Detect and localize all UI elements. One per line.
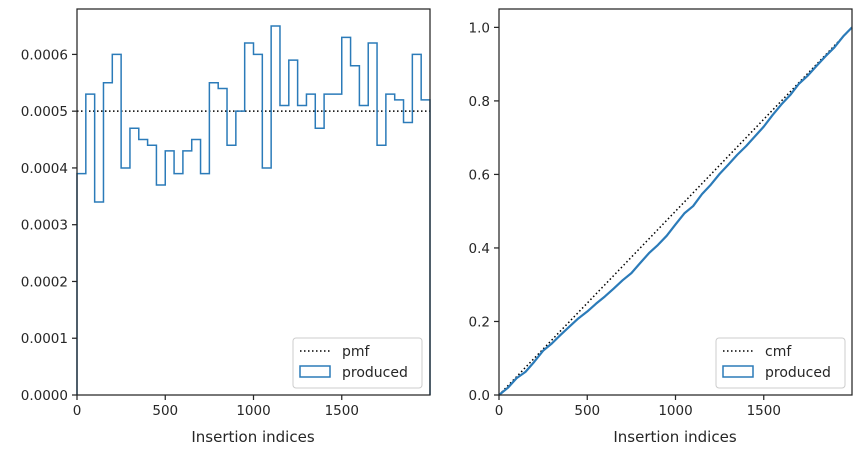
cmf-reference-line	[498, 26, 853, 396]
pmf-legend-pmf-label: pmf	[342, 344, 371, 360]
pmf-y-tick-label: 0.0006	[21, 47, 68, 63]
cmf-y-tick-label: 0.8	[469, 94, 490, 110]
cmf-legend: cmf produced	[715, 337, 846, 389]
pmf-legend-produced-swatch	[299, 365, 331, 378]
cmf-x-tick-label: 1500	[747, 403, 781, 419]
cmf-panel: 0 500 1000 1500 0.0 0.2 0.4 0.6 0.8 1.0 Insertion…	[469, 8, 853, 446]
pmf-x-tick-label: 500	[152, 403, 178, 419]
pmf-y-tick-label: 0.0004	[21, 161, 68, 177]
cmf-plot-area	[498, 26, 853, 396]
cmf-y-tick-label: 0.2	[469, 314, 490, 330]
pmf-x-tick-label: 1500	[325, 403, 359, 419]
cmf-y-tick-label: 0.4	[469, 241, 490, 257]
pmf-produced-histogram	[76, 25, 431, 395]
pmf-y-tick-label: 0.0003	[21, 218, 68, 234]
cmf-ticks: 0 500 1000 1500 0.0 0.2 0.4 0.6 0.8 1.0	[469, 20, 781, 419]
pmf-legend-produced-label: produced	[342, 365, 408, 381]
cmf-y-tick-label: 0.0	[469, 388, 490, 404]
cmf-y-tick-label: 1.0	[469, 20, 490, 36]
cmf-legend-produced-label: produced	[765, 365, 831, 381]
cmf-legend-cmf-label: cmf	[765, 344, 792, 360]
cmf-produced-curve	[498, 26, 853, 396]
pmf-panel: 0 500 1000 1500 0.0000 0.0001 0.0002 0.0003 0.00…	[21, 8, 431, 446]
cmf-x-tick-label: 0	[495, 403, 504, 419]
pmf-plot-area	[76, 25, 431, 395]
cmf-legend-produced-swatch	[722, 365, 754, 378]
cmf-y-tick-label: 0.6	[469, 167, 490, 183]
pmf-x-axis-label: Insertion indices	[191, 428, 314, 446]
pmf-y-tick-label: 0.0001	[21, 331, 68, 347]
pmf-legend: pmf produced	[292, 337, 423, 389]
pmf-y-tick-label: 0.0002	[21, 274, 68, 290]
cmf-x-axis-label: Insertion indices	[613, 428, 736, 446]
cmf-axes-frame	[498, 8, 853, 396]
pmf-ticks: 0 500 1000 1500 0.0000 0.0001 0.0002 0.0003 0.00…	[21, 47, 359, 419]
pmf-y-tick-label: 0.0005	[21, 104, 68, 120]
cmf-x-tick-label: 1000	[658, 403, 692, 419]
pmf-x-tick-label: 0	[73, 403, 82, 419]
pmf-x-tick-label: 1000	[236, 403, 270, 419]
pmf-y-tick-label: 0.0000	[21, 388, 68, 404]
cmf-x-tick-label: 500	[574, 403, 600, 419]
